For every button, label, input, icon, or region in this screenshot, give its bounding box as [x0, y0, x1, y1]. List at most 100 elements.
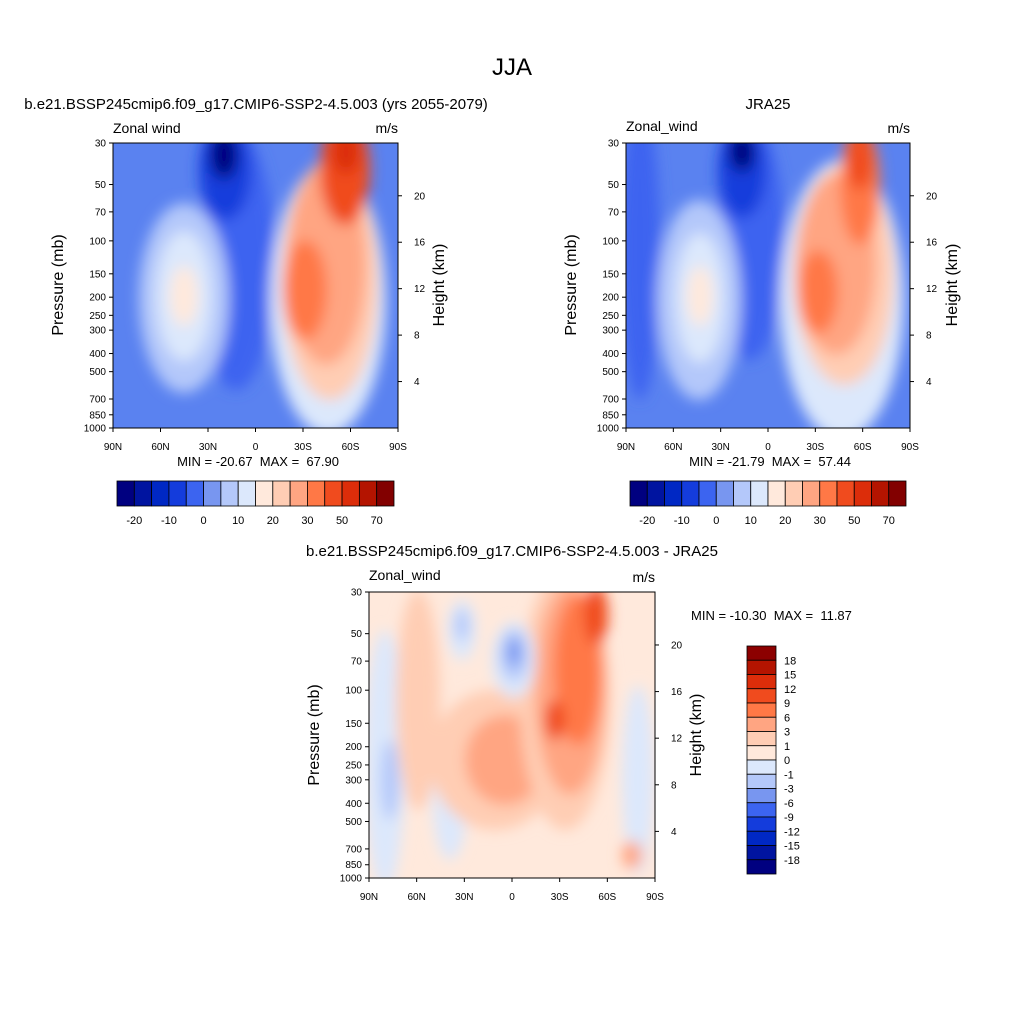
- x-tick-label: 0: [765, 442, 771, 453]
- panel-difference: b.e21.BSSP245cmip6.f09_g17.CMIP6-SSP2-4.…: [306, 543, 852, 903]
- y-axis-right-label: Height (km): [431, 244, 448, 327]
- y-tick-label: 850: [89, 410, 106, 421]
- x-tick-label: 30N: [199, 442, 217, 453]
- y-axis-right-label: Height (km): [688, 694, 705, 777]
- y-tick-label: 850: [345, 860, 362, 871]
- contour-field: [369, 592, 655, 878]
- colorbar-label: 70: [883, 515, 895, 527]
- colorbar-label: 0: [784, 755, 790, 767]
- colorbar-box: [819, 480, 838, 507]
- x-tick-label: 90N: [360, 892, 378, 903]
- colorbar-box: [324, 480, 343, 507]
- y-tick-label: 400: [89, 349, 106, 360]
- colorbar-box: [746, 702, 777, 718]
- y-axis-pressure: 30 50 70 100 150 200 250 300 400 500 700 850 1000: [84, 139, 113, 435]
- colorbar-label: 0: [201, 515, 207, 527]
- min-max-stats: MIN = -10.30 MAX = 11.87: [691, 608, 852, 623]
- panel-title: JRA25: [745, 96, 790, 113]
- y-tick-label: 1000: [597, 424, 620, 435]
- y-tick-label: 70: [95, 207, 107, 218]
- y-tick-label: 70: [351, 657, 363, 668]
- y-axis-pressure: 30 50 70 100 150 200 250 300 400 500 700 850 1000: [340, 588, 369, 885]
- y-tick-label: 50: [95, 180, 107, 191]
- colorbar-label: 50: [336, 515, 348, 527]
- colorbar: 18 15 12 9 6 3 1 0 -1 -3 -6 -9 -12 -15 -18: [746, 645, 800, 875]
- nh-jet-core: [687, 266, 713, 326]
- y-tick-label: 250: [89, 311, 106, 322]
- nh-high-lat-band: [626, 143, 660, 400]
- colorbar-box: [746, 731, 777, 747]
- height-tick-label: 20: [671, 640, 683, 651]
- colorbar-box: [133, 480, 153, 507]
- easterly-core: [729, 143, 755, 172]
- min-max-stats: MIN = -21.79 MAX = 57.44: [689, 454, 851, 469]
- figure-title: JJA: [492, 54, 532, 81]
- colorbar-box: [836, 480, 855, 507]
- sh-jet-lower: [283, 240, 327, 340]
- easterly-core-outer: [718, 143, 766, 218]
- colorbar-label: 1: [784, 741, 790, 753]
- colorbar-label: 10: [232, 515, 244, 527]
- units-label: m/s: [375, 120, 398, 136]
- y-tick-label: 700: [89, 395, 106, 406]
- colorbar-box: [116, 480, 135, 507]
- colorbar-label: -18: [784, 855, 800, 867]
- colorbar-box: [746, 716, 777, 732]
- colorbar-box: [341, 480, 360, 507]
- height-tick-label: 4: [414, 377, 420, 388]
- colorbar-box: [698, 480, 717, 507]
- height-tick-label: 16: [671, 687, 683, 698]
- height-tick-label: 12: [926, 284, 938, 295]
- height-tick-label: 4: [926, 377, 932, 388]
- y-axis-height: 20 16 12 8 4: [398, 191, 426, 388]
- colorbar-box: [646, 480, 665, 507]
- y-tick-label: 1000: [340, 874, 363, 885]
- colorbar-box: [746, 845, 777, 861]
- midlat-positive: [396, 592, 440, 810]
- colorbar-label: -20: [639, 515, 655, 527]
- colorbar-box: [767, 480, 786, 507]
- colorbar-box: [203, 480, 222, 507]
- min-max-stats: MIN = -20.67 MAX = 67.90: [177, 454, 339, 469]
- colorbar-label: -12: [784, 826, 800, 838]
- panel-model: b.e21.BSSP245cmip6.f09_g17.CMIP6-SSP2-4.…: [24, 96, 488, 527]
- height-tick-label: 20: [926, 191, 938, 202]
- colorbar-label: 0: [713, 515, 719, 527]
- colorbar-label: -1: [784, 769, 794, 781]
- y-tick-label: 850: [602, 410, 619, 421]
- height-tick-label: 8: [671, 780, 677, 791]
- y-tick-label: 100: [345, 686, 362, 697]
- y-tick-label: 100: [89, 236, 106, 247]
- colorbar-box: [802, 480, 821, 507]
- colorbar-label: -10: [161, 515, 177, 527]
- colorbar-box: [255, 480, 274, 507]
- x-tick-label: 90N: [104, 442, 122, 453]
- colorbar-box: [272, 480, 291, 507]
- colorbar-box: [746, 674, 777, 690]
- height-tick-label: 20: [414, 191, 426, 202]
- y-axis-height: 20 16 12 8 4: [910, 191, 938, 388]
- upper-negative-core: [455, 609, 469, 641]
- variable-label: Zonal_wind: [626, 118, 698, 134]
- x-tick-label: 60N: [151, 442, 169, 453]
- y-tick-label: 400: [602, 349, 619, 360]
- y-tick-label: 30: [351, 588, 363, 599]
- y-tick-label: 700: [602, 395, 619, 406]
- y-tick-label: 150: [602, 269, 619, 280]
- colorbar-label: -6: [784, 798, 794, 810]
- colorbar-label: -15: [784, 841, 800, 853]
- colorbar-box: [746, 759, 777, 775]
- x-tick-label: 30S: [294, 442, 312, 453]
- x-tick-label: 90S: [901, 442, 919, 453]
- sh-jet-core: [332, 143, 360, 174]
- colorbar: -20 -10 0 10 20 30 50 70: [116, 480, 395, 527]
- colorbar-box: [185, 480, 204, 507]
- x-tick-label: 90N: [617, 442, 635, 453]
- height-tick-label: 12: [671, 734, 683, 745]
- y-tick-label: 700: [345, 844, 362, 855]
- y-axis-right-label: Height (km): [944, 244, 961, 327]
- colorbar-box: [784, 480, 803, 507]
- x-axis-latitude: 90N 60N 30N 0 30S 60S 90S: [104, 428, 407, 453]
- sh-jet-core: [847, 143, 873, 190]
